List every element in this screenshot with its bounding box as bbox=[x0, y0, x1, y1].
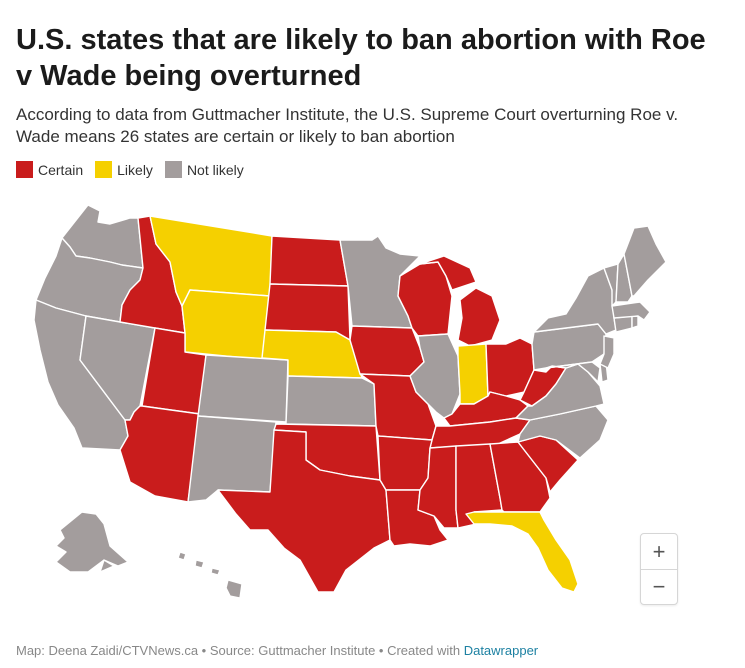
us-map[interactable] bbox=[0, 195, 745, 615]
state-ME[interactable] bbox=[623, 225, 667, 297]
state-MI[interactable] bbox=[419, 255, 501, 347]
legend-item-likely: Likely bbox=[95, 161, 153, 178]
zoom-out-button[interactable]: − bbox=[641, 569, 677, 604]
state-FL[interactable] bbox=[465, 511, 579, 593]
state-MA[interactable] bbox=[611, 301, 651, 321]
map-title: U.S. states that are likely to ban abort… bbox=[16, 24, 706, 92]
state-TX[interactable] bbox=[217, 429, 391, 593]
state-MD[interactable] bbox=[545, 361, 601, 383]
state-NH[interactable] bbox=[615, 253, 633, 303]
state-AZ[interactable] bbox=[119, 405, 201, 503]
zoom-control: + − bbox=[640, 533, 678, 605]
state-NY[interactable] bbox=[533, 267, 617, 335]
state-CO[interactable] bbox=[197, 354, 289, 423]
footer-credit: Map: Deena Zaidi/CTVNews.ca • Source: Gu… bbox=[16, 643, 461, 658]
state-VT[interactable] bbox=[603, 263, 619, 307]
zoom-in-button[interactable]: + bbox=[652, 538, 666, 564]
state-IA[interactable] bbox=[349, 325, 425, 377]
legend-label-not-likely: Not likely bbox=[186, 161, 244, 178]
legend-label-likely: Likely bbox=[117, 161, 153, 178]
legend-swatch-not-likely bbox=[164, 161, 182, 178]
footer: Map: Deena Zaidi/CTVNews.ca • Source: Gu… bbox=[16, 643, 538, 658]
legend-item-certain: Certain bbox=[16, 161, 83, 178]
state-NJ[interactable] bbox=[599, 335, 615, 369]
legend-item-not-likely: Not likely bbox=[164, 161, 244, 178]
state-HI[interactable] bbox=[177, 551, 243, 599]
map-subtitle: According to data from Guttmacher Instit… bbox=[16, 105, 679, 146]
legend-label-certain: Certain bbox=[38, 161, 84, 178]
state-AK[interactable] bbox=[55, 511, 129, 573]
legend: Certain Likely Not likely bbox=[16, 161, 244, 178]
state-KS[interactable] bbox=[285, 375, 377, 427]
state-IN[interactable] bbox=[457, 343, 489, 405]
state-WY[interactable] bbox=[181, 289, 271, 361]
state-AR[interactable] bbox=[377, 435, 433, 491]
state-RI[interactable] bbox=[631, 315, 639, 329]
legend-swatch-certain bbox=[16, 161, 33, 178]
state-NM[interactable] bbox=[187, 415, 277, 503]
state-ND[interactable] bbox=[269, 235, 349, 287]
legend-swatch-likely bbox=[95, 161, 113, 178]
datawrapper-link[interactable]: Datawrapper bbox=[463, 643, 539, 658]
state-VA[interactable] bbox=[515, 363, 605, 421]
